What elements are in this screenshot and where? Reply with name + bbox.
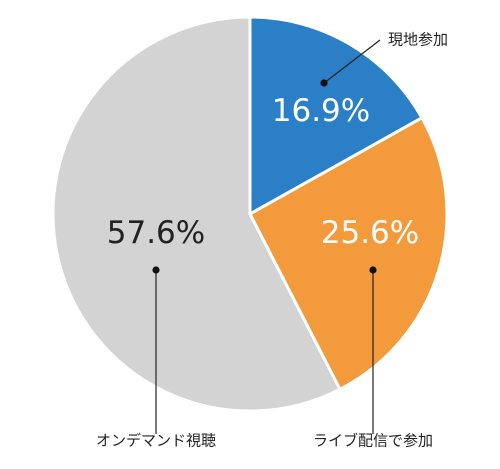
pie-slice-3 [51,15,342,413]
callout-line-1 [323,39,381,84]
slice-value-label-1: 16.9% [272,93,370,129]
slice-category-label-2: ライブ配信で参加 [313,432,433,450]
pie-slice-2 [248,116,449,391]
slice-value-label-2: 25.6% [321,215,419,251]
pie-slices [51,15,449,413]
slice-category-label-3: オンデマンド視聴 [96,432,216,450]
slice-value-label-3: 57.6% [107,215,205,251]
callout-dot-1 [320,79,328,87]
pie-slice-1 [248,15,424,216]
callout-dot-2 [369,266,377,274]
callout-dot-3 [152,266,160,274]
pie-annotations: 16.9% 現地参加 25.6% ライブ配信で参加 57.6% オンデマンド視聴 [96,31,448,450]
slice-category-label-1: 現地参加 [388,31,448,49]
